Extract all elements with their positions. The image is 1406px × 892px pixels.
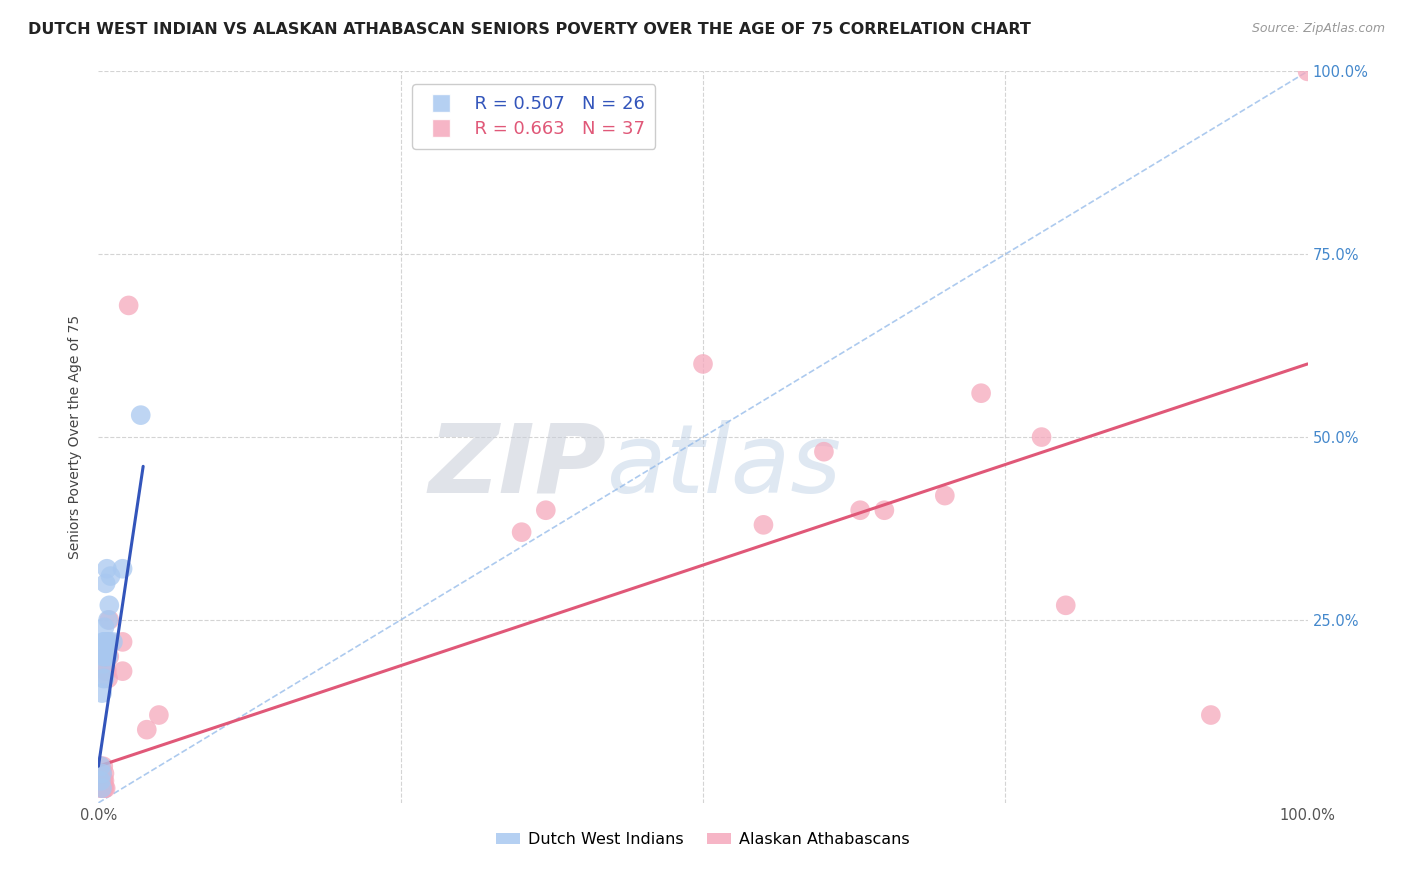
- Point: [94, 649, 117, 664]
- Point: [94, 664, 117, 678]
- Point: [752, 517, 775, 532]
- Point: [91, 773, 114, 788]
- Point: [510, 525, 533, 540]
- Point: [93, 773, 115, 788]
- Point: [96, 635, 118, 649]
- Y-axis label: Seniors Poverty Over the Age of 75: Seniors Poverty Over the Age of 75: [69, 315, 83, 559]
- Point: [100, 569, 122, 583]
- Point: [118, 298, 141, 312]
- Text: ZIP: ZIP: [429, 420, 606, 513]
- Point: [91, 766, 114, 780]
- Point: [1031, 430, 1053, 444]
- Point: [90, 759, 112, 773]
- Point: [148, 708, 170, 723]
- Point: [90, 773, 112, 788]
- Point: [93, 635, 115, 649]
- Point: [849, 503, 872, 517]
- Point: [94, 635, 117, 649]
- Point: [91, 649, 114, 664]
- Point: [93, 620, 115, 634]
- Point: [98, 635, 121, 649]
- Point: [90, 773, 112, 788]
- Point: [91, 759, 114, 773]
- Point: [94, 781, 117, 796]
- Point: [90, 759, 112, 773]
- Point: [534, 503, 557, 517]
- Point: [97, 649, 120, 664]
- Point: [111, 635, 134, 649]
- Point: [98, 599, 121, 613]
- Point: [97, 613, 120, 627]
- Point: [91, 781, 114, 796]
- Text: atlas: atlas: [606, 420, 841, 513]
- Point: [1199, 708, 1222, 723]
- Point: [93, 766, 115, 780]
- Point: [96, 562, 118, 576]
- Point: [1054, 599, 1077, 613]
- Point: [98, 613, 121, 627]
- Point: [91, 657, 114, 671]
- Point: [692, 357, 714, 371]
- Point: [94, 649, 117, 664]
- Point: [93, 672, 115, 686]
- Point: [93, 649, 115, 664]
- Point: [91, 672, 114, 686]
- Text: Source: ZipAtlas.com: Source: ZipAtlas.com: [1251, 22, 1385, 36]
- Legend: Dutch West Indians, Alaskan Athabascans: Dutch West Indians, Alaskan Athabascans: [489, 826, 917, 854]
- Point: [970, 386, 993, 401]
- Point: [91, 781, 114, 796]
- Point: [91, 766, 114, 780]
- Point: [101, 635, 124, 649]
- Point: [111, 664, 134, 678]
- Point: [813, 444, 835, 458]
- Point: [934, 489, 956, 503]
- Point: [135, 723, 157, 737]
- Point: [97, 635, 120, 649]
- Point: [97, 672, 120, 686]
- Point: [98, 649, 121, 664]
- Point: [91, 635, 114, 649]
- Point: [90, 781, 112, 796]
- Point: [93, 781, 115, 796]
- Point: [94, 576, 117, 591]
- Point: [873, 503, 896, 517]
- Point: [91, 686, 114, 700]
- Point: [111, 562, 134, 576]
- Point: [129, 408, 152, 422]
- Point: [96, 664, 118, 678]
- Point: [1296, 64, 1319, 78]
- Text: DUTCH WEST INDIAN VS ALASKAN ATHABASCAN SENIORS POVERTY OVER THE AGE OF 75 CORRE: DUTCH WEST INDIAN VS ALASKAN ATHABASCAN …: [28, 22, 1031, 37]
- Point: [91, 781, 114, 796]
